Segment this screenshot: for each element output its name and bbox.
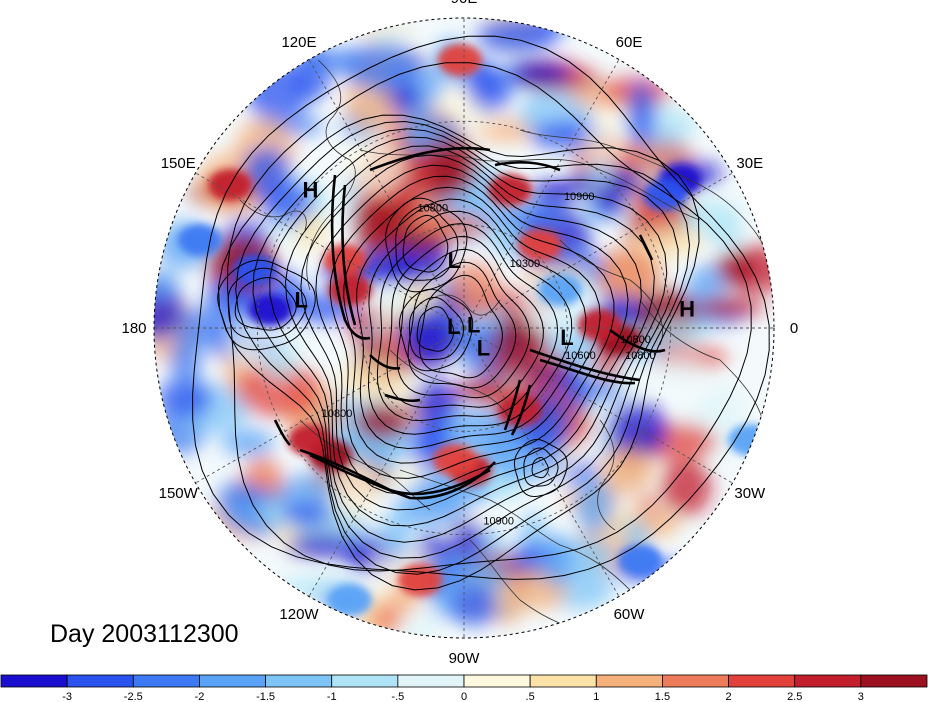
colorbar-tick-label: -2 [195,691,205,702]
colorbar-swatch [66,674,134,688]
colorbar-tick-label: 3 [858,691,864,702]
longitude-label: 0 [790,320,798,337]
colorbar-tick-label: -.5 [391,691,404,702]
longitude-labels: 90E 60E 30E 0 30W 60W 90W 120W 150W 180 150E 120E [121,0,798,667]
anomaly-field-detail [178,44,772,616]
low-center-label: L [477,335,490,360]
colorbar-swatch [860,674,928,688]
longitude-label: 30W [734,485,766,502]
contour-labels: 10900 10800 10300 10800 10800 10600 10800 10900 [322,191,656,528]
low-center-label: L [448,248,461,273]
high-center-label: H [302,178,318,203]
colorbar-tick-label: 2 [726,691,732,702]
day-label: Day 2003112300 [50,620,239,648]
colorbar-tick-label: 2.5 [787,691,802,702]
longitude-label: 60E [616,34,643,51]
low-center-label: L [447,314,460,339]
colorbar-swatch [132,674,200,688]
longitude-label: 90W [449,650,481,667]
colorbar-swatch [728,674,796,688]
colorbar-swatch [265,674,333,688]
contour-label: 10800 [322,408,353,420]
longitude-label: 30E [736,155,763,172]
longitude-label: 150W [159,485,199,502]
low-center-label: L [467,312,480,337]
low-center-label: L [560,325,573,350]
colorbar: -3 -2.5 -2 -1.5 -1 -.5 0 .5 1 1.5 2 2.5 3 [0,674,928,702]
colorbar-tick-label: .5 [526,691,535,702]
colorbar-tick-label: -1.5 [256,691,275,702]
longitude-label: 150E [161,155,196,172]
contour-label: 10300 [510,258,541,270]
colorbar-swatch [0,674,68,688]
colorbar-swatch [331,674,399,688]
longitude-label: 180 [121,320,146,337]
colorbar-tick-label: 0 [461,691,467,702]
colorbar-swatch [199,674,266,688]
colorbar-swatch [463,674,531,688]
longitude-label: 90E [451,0,478,7]
colorbar-swatch [794,674,862,688]
contour-label: 10800 [620,334,651,346]
contour-label: 10900 [483,516,514,528]
low-center-label: L [294,287,307,312]
longitude-label: 120E [281,34,316,51]
jet-cores [273,146,666,500]
contour-label: 10800 [418,203,449,215]
colorbar-swatch [397,674,465,688]
map-boundary [153,17,775,639]
colorbar-tick-label: 1.5 [655,691,670,702]
contour-label: 10900 [564,191,595,203]
contour-label: 10600 [565,350,596,362]
colorbar-tick-label: -3 [62,691,72,702]
colorbar-tick-label: -2.5 [124,691,143,702]
colorbar-tick-label: -1 [327,691,337,702]
high-center-label: H [679,296,695,321]
contour-label: 10800 [625,350,656,362]
colorbar-swatch [595,674,663,688]
colorbar-tick-label: 1 [593,691,599,702]
longitude-label: 60W [614,606,646,623]
longitude-label: 120W [279,606,319,623]
colorbar-swatch [529,674,597,688]
colorbar-swatch [662,674,729,688]
